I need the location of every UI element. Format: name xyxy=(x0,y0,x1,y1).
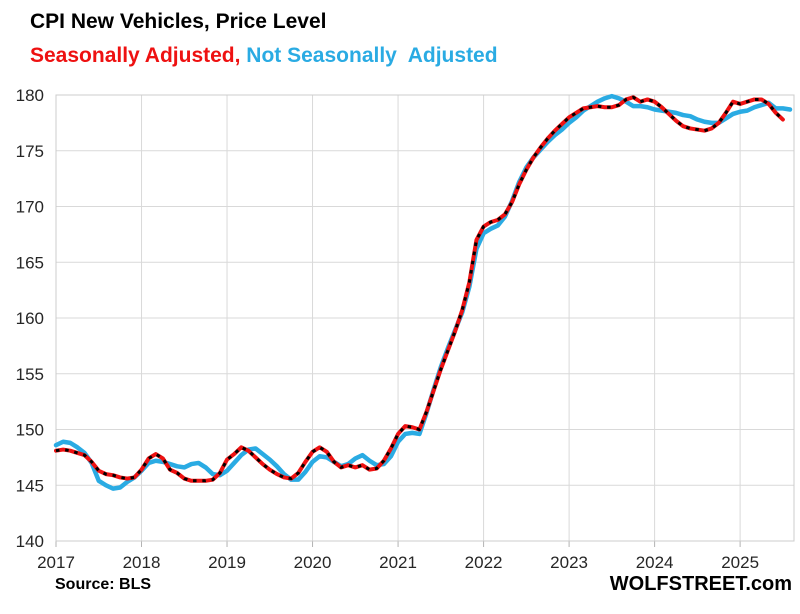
x-tick-label: 2021 xyxy=(379,553,417,572)
y-tick-label: 165 xyxy=(16,253,44,272)
y-tick-label: 145 xyxy=(16,476,44,495)
watermark: WOLFSTREET.com xyxy=(609,573,792,595)
y-tick-label: 160 xyxy=(16,309,44,328)
x-tick-label: 2025 xyxy=(721,553,759,572)
y-tick-label: 170 xyxy=(16,198,44,217)
x-tick-label: 2023 xyxy=(550,553,588,572)
x-tick-label: 2022 xyxy=(465,553,503,572)
chart-legend: Seasonally Adjusted, Not Seasonally Adju… xyxy=(30,44,498,68)
y-tick-label: 140 xyxy=(16,532,44,551)
x-tick-label: 2018 xyxy=(123,553,161,572)
legend-seasonally-adjusted: Seasonally Adjusted xyxy=(30,44,235,67)
x-tick-label: 2019 xyxy=(208,553,246,572)
y-tick-label: 155 xyxy=(16,365,44,384)
x-tick-label: 2024 xyxy=(636,553,674,572)
y-tick-label: 150 xyxy=(16,421,44,440)
legend-separator: , xyxy=(234,44,247,67)
y-tick-label: 180 xyxy=(16,86,44,105)
plot-border xyxy=(55,94,795,542)
source-label: Source: BLS xyxy=(55,576,152,593)
x-tick-label: 2020 xyxy=(294,553,332,572)
sa-line xyxy=(54,95,785,483)
sa-line-dotted-overlay xyxy=(55,95,784,483)
y-tick-label: 175 xyxy=(16,142,44,161)
x-tick-label: 2017 xyxy=(37,553,75,572)
legend-not-seasonally-adjusted: Not Seasonally Adjusted xyxy=(246,44,498,67)
chart-title: CPI New Vehicles, Price Level xyxy=(30,10,327,33)
